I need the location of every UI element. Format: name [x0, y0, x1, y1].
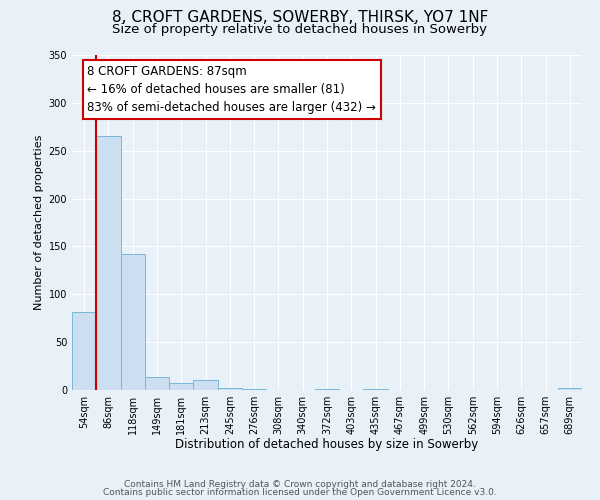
- Bar: [169, 384, 193, 390]
- Text: 8 CROFT GARDENS: 87sqm
← 16% of detached houses are smaller (81)
83% of semi-det: 8 CROFT GARDENS: 87sqm ← 16% of detached…: [88, 65, 376, 114]
- Bar: [145, 376, 169, 390]
- Bar: [315, 389, 339, 390]
- Text: 8, CROFT GARDENS, SOWERBY, THIRSK, YO7 1NF: 8, CROFT GARDENS, SOWERBY, THIRSK, YO7 1…: [112, 10, 488, 25]
- Y-axis label: Number of detached properties: Number of detached properties: [34, 135, 44, 310]
- Bar: [558, 388, 582, 390]
- Text: Size of property relative to detached houses in Sowerby: Size of property relative to detached ho…: [113, 22, 487, 36]
- Bar: [96, 136, 121, 390]
- Bar: [364, 389, 388, 390]
- Bar: [72, 312, 96, 390]
- Text: Contains public sector information licensed under the Open Government Licence v3: Contains public sector information licen…: [103, 488, 497, 497]
- X-axis label: Distribution of detached houses by size in Sowerby: Distribution of detached houses by size …: [175, 438, 479, 452]
- Bar: [242, 389, 266, 390]
- Bar: [121, 254, 145, 390]
- Bar: [193, 380, 218, 390]
- Text: Contains HM Land Registry data © Crown copyright and database right 2024.: Contains HM Land Registry data © Crown c…: [124, 480, 476, 489]
- Bar: [218, 388, 242, 390]
